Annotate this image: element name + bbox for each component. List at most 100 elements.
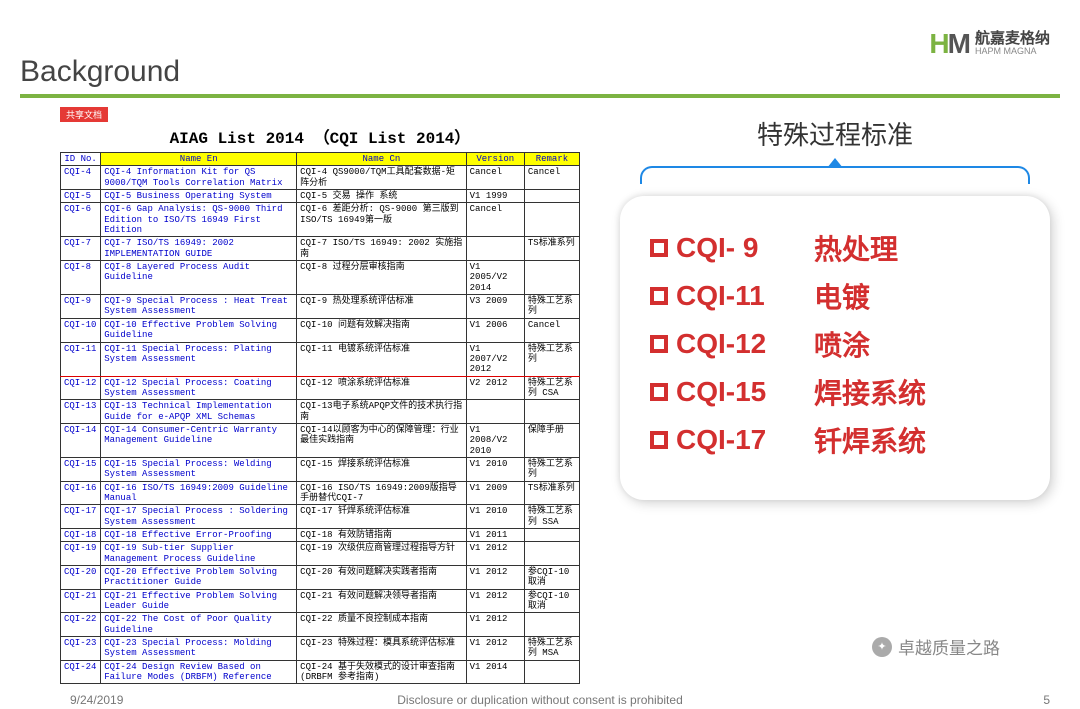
cell-nen: CQI-20 Effective Problem Solving Practit… xyxy=(101,566,297,590)
item-label: 钎焊系统 xyxy=(814,420,926,460)
cell-nen: CQI-16 ISO/TS 16949:2009 Guideline Manua… xyxy=(101,481,297,505)
table-row: CQI-22CQI-22 The Cost of Poor Quality Gu… xyxy=(61,613,580,637)
cell-rem xyxy=(524,613,579,637)
table-panel: 共享文档 AIAG List 2014 （CQI List 2014） ID N… xyxy=(60,105,580,659)
cell-nen: CQI-22 The Cost of Poor Quality Guidelin… xyxy=(101,613,297,637)
cell-ncn: CQI-11 电镀系统评估标准 xyxy=(297,342,466,376)
cell-ncn: CQI-23 特殊过程：模具系统评估标准 xyxy=(297,637,466,661)
table-row: CQI-18CQI-18 Effective Error-ProofingCQI… xyxy=(61,529,580,542)
cell-id: CQI-18 xyxy=(61,529,101,542)
cell-rem: 特殊工艺系列 xyxy=(524,295,579,319)
cell-nen: CQI-7 ISO/TS 16949: 2002 IMPLEMENTATION … xyxy=(101,237,297,261)
cell-rem: 参CQI-10取消 xyxy=(524,566,579,590)
table-row: CQI-11CQI-11 Special Process: Plating Sy… xyxy=(61,342,580,376)
cell-rem: 特殊工艺系列 SSA xyxy=(524,505,579,529)
cell-ncn: CQI-15 焊接系统评估标准 xyxy=(297,457,466,481)
cell-id: CQI-17 xyxy=(61,505,101,529)
cell-id: CQI-7 xyxy=(61,237,101,261)
cell-rem: TS标准系列 xyxy=(524,237,579,261)
table-row: CQI-6CQI-6 Gap Analysis: QS-9000 Third E… xyxy=(61,203,580,237)
cell-rem: 特殊工艺系列 CSA xyxy=(524,376,579,400)
cell-nen: CQI-4 Information Kit for QS 9000/TQM To… xyxy=(101,166,297,190)
cell-ver: V1 2008/V2 2010 xyxy=(466,423,524,457)
cell-nen: CQI-18 Effective Error-Proofing xyxy=(101,529,297,542)
table-row: CQI-15CQI-15 Special Process: Welding Sy… xyxy=(61,457,580,481)
cell-id: CQI-8 xyxy=(61,261,101,295)
table-row: CQI-7CQI-7 ISO/TS 16949: 2002 IMPLEMENTA… xyxy=(61,237,580,261)
logo-mark: HM xyxy=(929,28,969,60)
cell-rem xyxy=(524,529,579,542)
table-row: CQI-21CQI-21 Effective Problem Solving L… xyxy=(61,589,580,613)
table-row: CQI-4CQI-4 Information Kit for QS 9000/T… xyxy=(61,166,580,190)
bullet-icon xyxy=(650,287,668,305)
cell-nen: CQI-17 Special Process : Soldering Syste… xyxy=(101,505,297,529)
table-row: CQI-24CQI-24 Design Review Based on Fail… xyxy=(61,660,580,684)
highlight-box: CQI- 9热处理CQI-11电镀CQI-12喷涂CQI-15焊接系统CQI-1… xyxy=(620,196,1050,500)
brace-icon xyxy=(640,166,1030,184)
cell-id: CQI-13 xyxy=(61,400,101,424)
cell-ncn: CQI-14以顾客为中心的保障管理：行业最佳实践指南 xyxy=(297,423,466,457)
cell-id: CQI-21 xyxy=(61,589,101,613)
highlight-item: CQI-15焊接系统 xyxy=(650,372,1020,412)
th-rem: Remark xyxy=(524,153,579,166)
cell-nen: CQI-21 Effective Problem Solving Leader … xyxy=(101,589,297,613)
item-label: 喷涂 xyxy=(814,324,870,364)
right-title: 特殊过程标准 xyxy=(620,115,1050,152)
cell-ver: V1 1999 xyxy=(466,190,524,203)
footer-disclaimer: Disclosure or duplication without consen… xyxy=(397,693,683,707)
cqi-table: ID No. Name En Name Cn Version Remark CQ… xyxy=(60,152,580,684)
item-code: CQI-15 xyxy=(676,376,806,408)
table-row: CQI-5CQI-5 Business Operating SystemCQI-… xyxy=(61,190,580,203)
cell-id: CQI-16 xyxy=(61,481,101,505)
cell-ncn: CQI-8 过程分层审核指南 xyxy=(297,261,466,295)
cell-nen: CQI-10 Effective Problem Solving Guideli… xyxy=(101,318,297,342)
cell-ncn: CQI-6 差距分析: QS-9000 第三版到 ISO/TS 16949第一版 xyxy=(297,203,466,237)
cell-ncn: CQI-12 喷涂系统评估标准 xyxy=(297,376,466,400)
cell-rem xyxy=(524,542,579,566)
cell-rem: TS标准系列 xyxy=(524,481,579,505)
item-label: 热处理 xyxy=(814,228,898,268)
cell-id: CQI-11 xyxy=(61,342,101,376)
cell-ver: V1 2012 xyxy=(466,637,524,661)
cell-rem: 参CQI-10取消 xyxy=(524,589,579,613)
cell-id: CQI-14 xyxy=(61,423,101,457)
cell-id: CQI-10 xyxy=(61,318,101,342)
cell-ver: V1 2007/V2 2012 xyxy=(466,342,524,376)
cell-id: CQI-20 xyxy=(61,566,101,590)
cell-ncn: CQI-22 质量不良控制成本指南 xyxy=(297,613,466,637)
cell-ver xyxy=(466,237,524,261)
highlight-item: CQI-17钎焊系统 xyxy=(650,420,1020,460)
table-row: CQI-12CQI-12 Special Process: Coating Sy… xyxy=(61,376,580,400)
cell-ncn: CQI-18 有效防错指南 xyxy=(297,529,466,542)
cell-ncn: CQI-17 钎焊系统评估标准 xyxy=(297,505,466,529)
table-row: CQI-19CQI-19 Sub-tier Supplier Managemen… xyxy=(61,542,580,566)
cell-ncn: CQI-19 次级供应商管理过程指导方针 xyxy=(297,542,466,566)
highlight-item: CQI- 9热处理 xyxy=(650,228,1020,268)
item-code: CQI-12 xyxy=(676,328,806,360)
cell-ncn: CQI-24 基于失效模式的设计审查指南(DRBFM 参考指南) xyxy=(297,660,466,684)
logo: HM 航嘉麦格纳 HAPM MAGNA xyxy=(929,28,1050,60)
cell-nen: CQI-12 Special Process: Coating System A… xyxy=(101,376,297,400)
table-row: CQI-20CQI-20 Effective Problem Solving P… xyxy=(61,566,580,590)
cell-id: CQI-15 xyxy=(61,457,101,481)
cell-rem: 特殊工艺系列 xyxy=(524,457,579,481)
cell-nen: CQI-13 Technical Implementation Guide fo… xyxy=(101,400,297,424)
th-ncn: Name Cn xyxy=(297,153,466,166)
list-title: AIAG List 2014 （CQI List 2014） xyxy=(60,124,580,148)
cell-rem: Cancel xyxy=(524,318,579,342)
table-row: CQI-13CQI-13 Technical Implementation Gu… xyxy=(61,400,580,424)
cell-rem: 特殊工艺系列 xyxy=(524,342,579,376)
cell-rem xyxy=(524,190,579,203)
highlight-item: CQI-11电镀 xyxy=(650,276,1020,316)
wechat-icon: ✦ xyxy=(872,637,892,657)
cell-ncn: CQI-20 有效问题解决实践者指南 xyxy=(297,566,466,590)
cell-ver: V1 2012 xyxy=(466,613,524,637)
cell-ncn: CQI-5 交易 操作 系统 xyxy=(297,190,466,203)
cell-ver: V2 2012 xyxy=(466,376,524,400)
cell-ncn: CQI-4 QS9000/TQM工具配套数据-矩阵分析 xyxy=(297,166,466,190)
cell-id: CQI-24 xyxy=(61,660,101,684)
table-row: CQI-10CQI-10 Effective Problem Solving G… xyxy=(61,318,580,342)
highlight-panel: 特殊过程标准 CQI- 9热处理CQI-11电镀CQI-12喷涂CQI-15焊接… xyxy=(620,105,1050,659)
cell-nen: CQI-23 Special Process: Molding System A… xyxy=(101,637,297,661)
item-label: 焊接系统 xyxy=(814,372,926,412)
